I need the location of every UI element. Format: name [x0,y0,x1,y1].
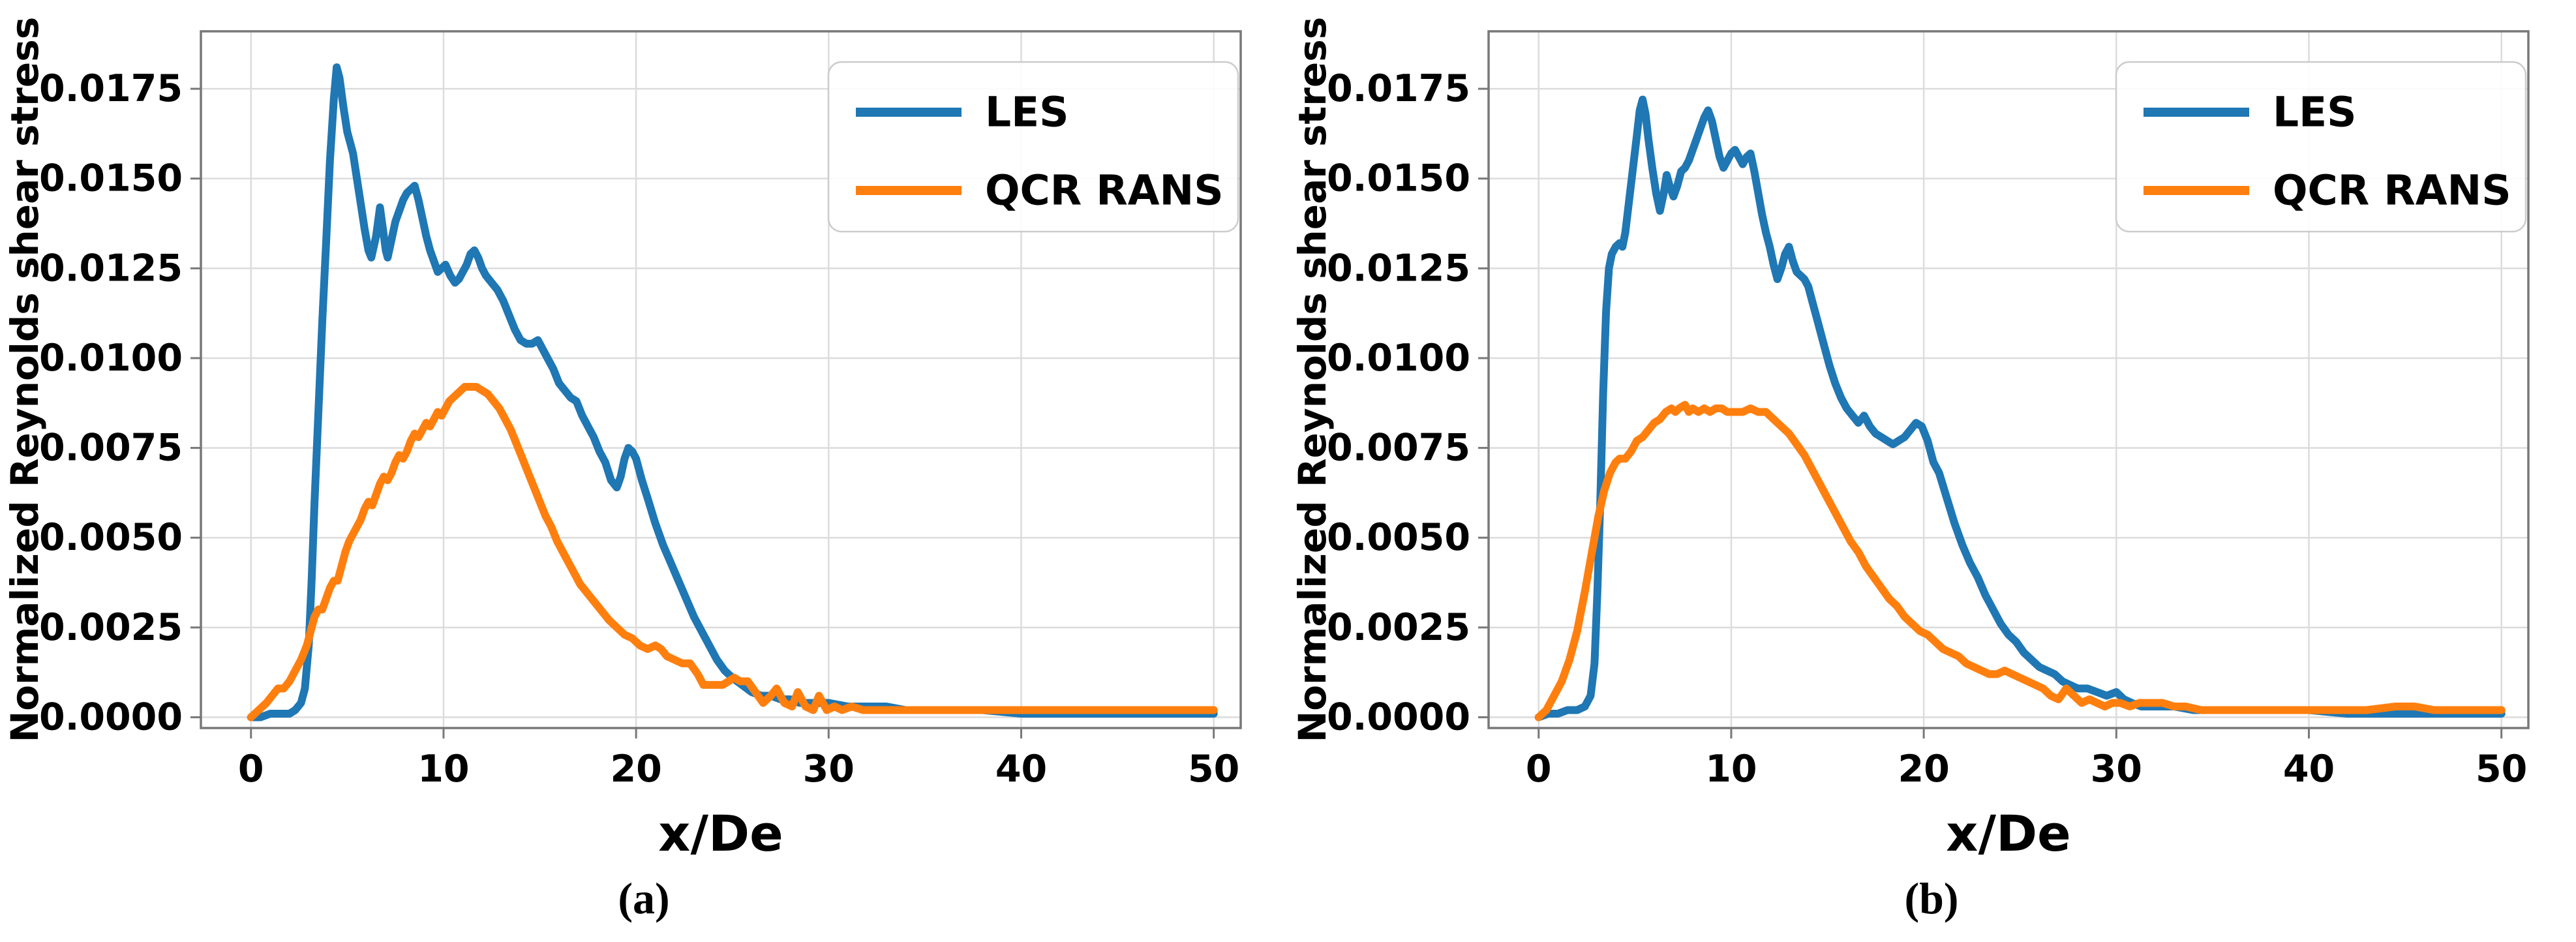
x-tick-label: 50 [1188,748,1239,791]
y-tick-label: 0.0100 [39,337,183,380]
x-tick-label: 20 [1898,748,1949,791]
chart-panel-b: 0.0000 0.0025 0.0050 0.0075 0.0100 0.0125 0.01… [1290,17,2530,855]
caption-b: (b) [1904,873,1959,923]
legend-label: LES [2273,89,2357,136]
chart-panel-a: 0.0000 0.0025 0.0050 0.0075 0.0100 0.0125 0.01… [3,17,1242,855]
y-axis-label: Normalized Reynolds shear stress [1290,17,1335,743]
y-tick-label: 0.0125 [1327,247,1470,290]
y-tick-label: 0.0125 [39,247,183,290]
x-tick-label: 0 [238,748,264,791]
y-tick-label: 0.0025 [39,606,183,649]
plot-border [200,30,1242,729]
x-tick-label: 0 [1526,748,1552,791]
legend-label: QCR RANS [985,167,1224,215]
x-tick-label: 40 [2283,748,2335,791]
y-tick-label: 0.0050 [39,516,183,559]
legend-label: QCR RANS [2273,167,2511,215]
y-tick-label: 0.0050 [1327,516,1470,559]
y-tick-label: 0.0100 [1327,337,1470,380]
legend-label: LES [985,89,1069,136]
x-tick-label: 40 [995,748,1047,791]
y-tick-label: 0.0150 [1327,157,1470,200]
y-tick-label: 0.0075 [39,427,183,470]
caption-a: (a) [618,873,670,923]
y-tick-label: 0.0150 [39,157,183,200]
y-tick-label: 0.0175 [1327,67,1470,110]
y-axis-label: Normalized Reynolds shear stress [3,17,47,743]
y-tick-label: 0.0075 [1327,427,1470,470]
series-line-les [1534,95,2506,722]
x-tick-label: 20 [610,748,661,791]
legend: LES QCR RANS [2115,61,2527,233]
subfigure-a: 0.0000 0.0025 0.0050 0.0075 0.0100 0.0125 0.01… [3,17,1242,923]
x-tick-label: 30 [2091,748,2142,791]
y-tick-label: 0.0000 [39,695,183,738]
plot-border [1487,30,2530,729]
x-axis-label: x/De [658,804,783,855]
series-line-qcr [247,383,1218,722]
y-tick-label: 0.0000 [1327,695,1470,738]
x-axis-label: x/De [1946,804,2070,855]
subfigure-b: 0.0000 0.0025 0.0050 0.0075 0.0100 0.0125 0.01… [1288,0,2575,942]
legend: LES QCR RANS [827,61,1239,233]
series-line-qcr [1534,401,2506,722]
x-tick-label: 50 [2476,748,2527,791]
y-tick-label: 0.0025 [1327,606,1470,649]
x-tick-label: 10 [1705,748,1757,791]
y-tick-label: 0.0175 [39,67,183,110]
x-tick-label: 10 [417,748,469,791]
x-tick-label: 30 [803,748,855,791]
